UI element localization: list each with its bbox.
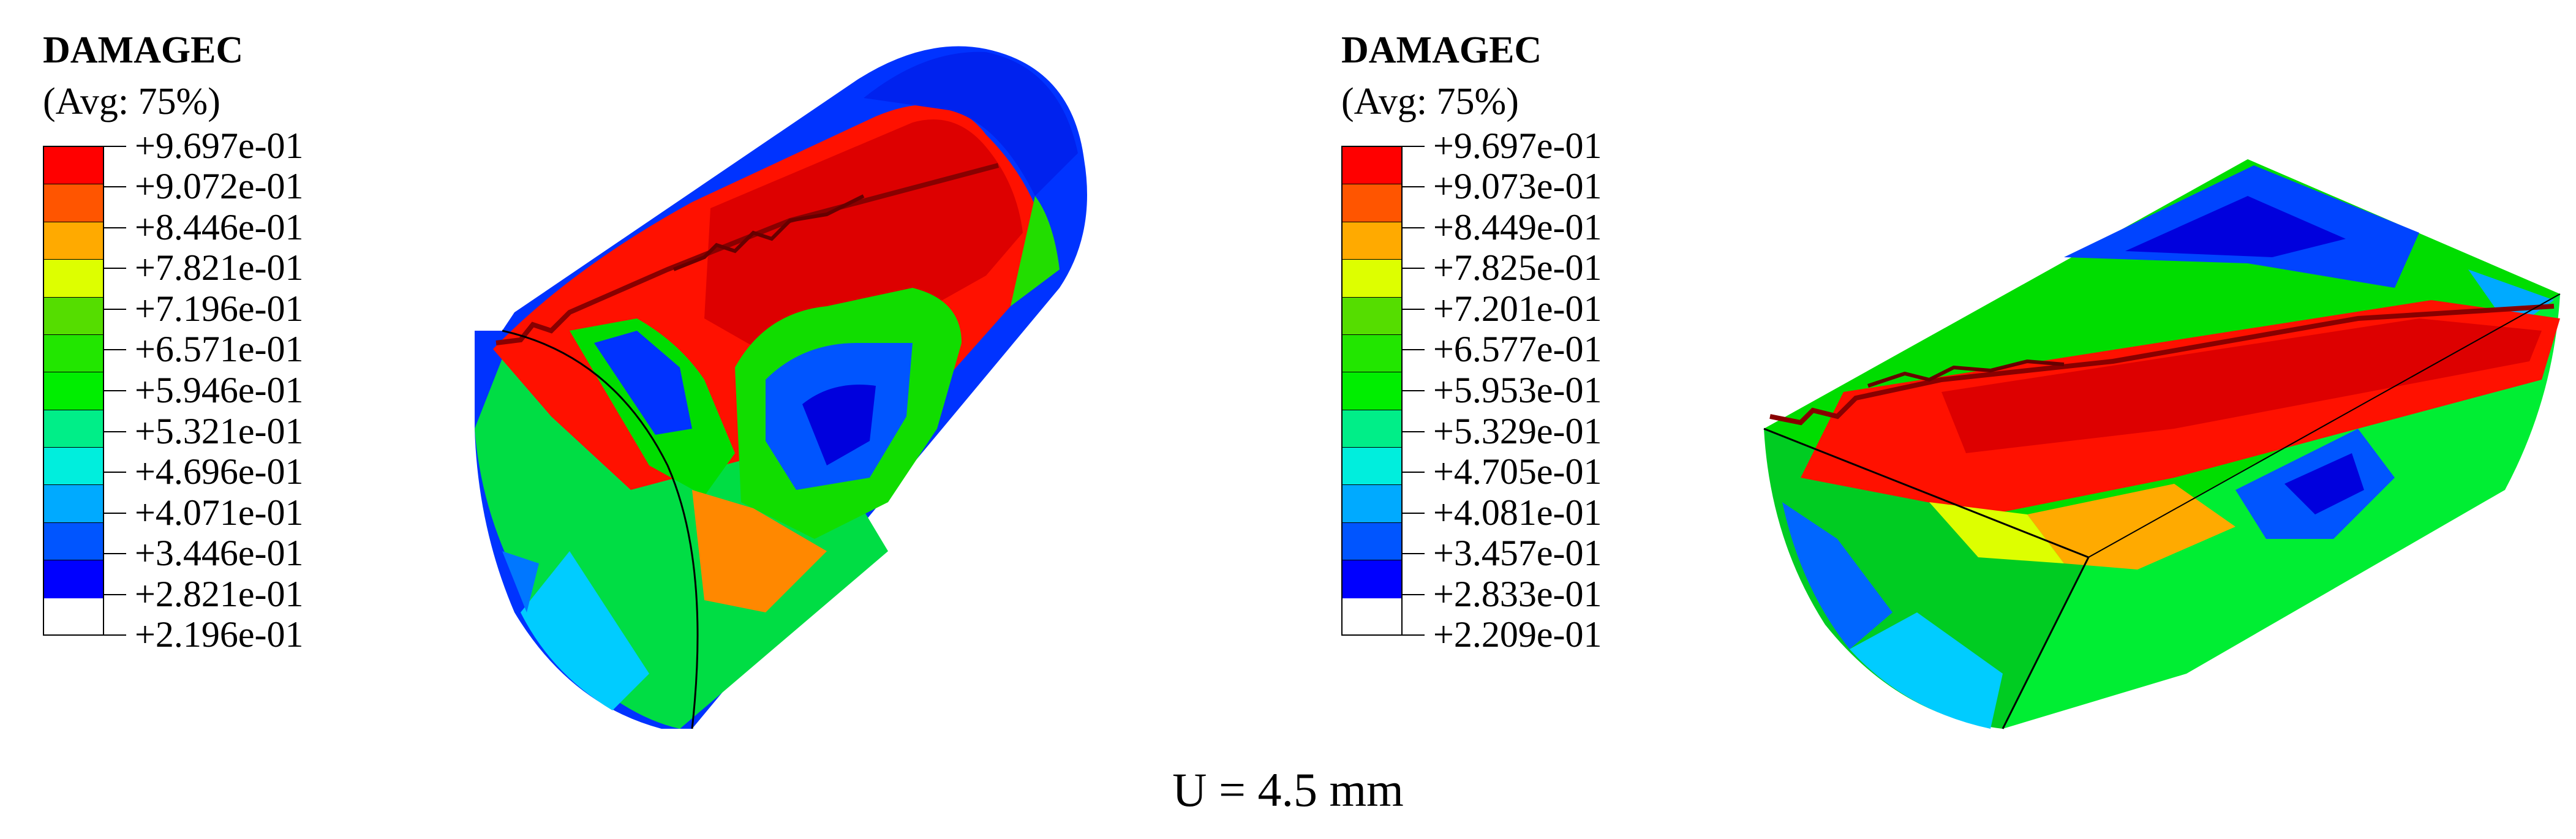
legend-right: DAMAGEC (Avg: 75%) +9.697e-01 +9.073e-01… <box>1341 24 1602 653</box>
swatch <box>1343 334 1401 373</box>
legend-label: +9.073e-01 <box>1433 166 1602 206</box>
legend-subtitle: (Avg: 75%) <box>43 81 220 122</box>
legend-label: +7.821e-01 <box>135 247 304 288</box>
color-bar <box>1341 146 1403 636</box>
color-scale: +9.697e-01 +9.073e-01 +8.449e-01 +7.825e… <box>1341 127 1602 653</box>
legend-label: +5.946e-01 <box>135 370 304 410</box>
legend-label: +9.697e-01 <box>1433 126 1602 166</box>
legend-label: +7.196e-01 <box>135 288 304 329</box>
legend-label: +7.201e-01 <box>1433 288 1602 329</box>
legend-label: +6.571e-01 <box>135 329 304 369</box>
legend-label: +2.196e-01 <box>135 614 304 655</box>
swatch <box>44 184 103 222</box>
swatch <box>1343 147 1401 185</box>
legend-label: +8.449e-01 <box>1433 207 1602 247</box>
swatch <box>1343 448 1401 486</box>
swatch <box>44 260 103 298</box>
swatch <box>1343 522 1401 561</box>
color-bar <box>43 146 104 636</box>
half-cylinder-damage-model <box>1763 159 2561 729</box>
legend-label: +5.321e-01 <box>135 411 304 451</box>
legend-label: +7.825e-01 <box>1433 247 1602 288</box>
legend-label: +8.446e-01 <box>135 207 304 247</box>
legend-label: +3.457e-01 <box>1433 533 1602 573</box>
legend-label: +4.696e-01 <box>135 451 304 492</box>
legend-label: +4.071e-01 <box>135 492 304 533</box>
legend-label: +5.329e-01 <box>1433 411 1602 451</box>
swatch <box>44 522 103 561</box>
legend-label: +6.577e-01 <box>1433 329 1602 369</box>
swatch <box>1343 372 1401 410</box>
swatch <box>1343 410 1401 448</box>
swatch <box>1343 560 1401 598</box>
swatch <box>1343 184 1401 222</box>
legend-label: +9.072e-01 <box>135 166 304 206</box>
swatch <box>44 372 103 410</box>
swatch <box>44 222 103 260</box>
legend-subtitle: (Avg: 75%) <box>1341 81 1519 122</box>
legend-label: +2.209e-01 <box>1433 614 1602 655</box>
legend-label: +2.821e-01 <box>135 574 304 614</box>
swatch <box>44 560 103 598</box>
swatch <box>44 448 103 486</box>
legend-label: +3.446e-01 <box>135 533 304 573</box>
swatch <box>1343 297 1401 335</box>
swatch <box>44 485 103 523</box>
swatch <box>1343 260 1401 298</box>
swatch <box>1343 222 1401 260</box>
legend-left: DAMAGEC (Avg: 75%) +9.697e-01 +9.072e-01… <box>43 24 303 653</box>
legend-title: DAMAGEC <box>43 29 244 71</box>
legend-title: DAMAGEC <box>1341 29 1542 71</box>
figure-caption: U = 4.5 mm <box>1172 763 1404 816</box>
legend-label: +4.081e-01 <box>1433 492 1602 533</box>
legend-label: +5.953e-01 <box>1433 370 1602 410</box>
cylinder-damage-model <box>475 46 1087 729</box>
legend-label: +9.697e-01 <box>135 126 304 166</box>
swatch <box>44 147 103 185</box>
swatch <box>1343 485 1401 523</box>
legend-label: +4.705e-01 <box>1433 451 1602 492</box>
swatch <box>44 410 103 448</box>
swatch <box>44 297 103 335</box>
legend-label: +2.833e-01 <box>1433 574 1602 614</box>
color-scale: +9.697e-01 +9.072e-01 +8.446e-01 +7.821e… <box>43 127 303 653</box>
swatch <box>44 334 103 373</box>
